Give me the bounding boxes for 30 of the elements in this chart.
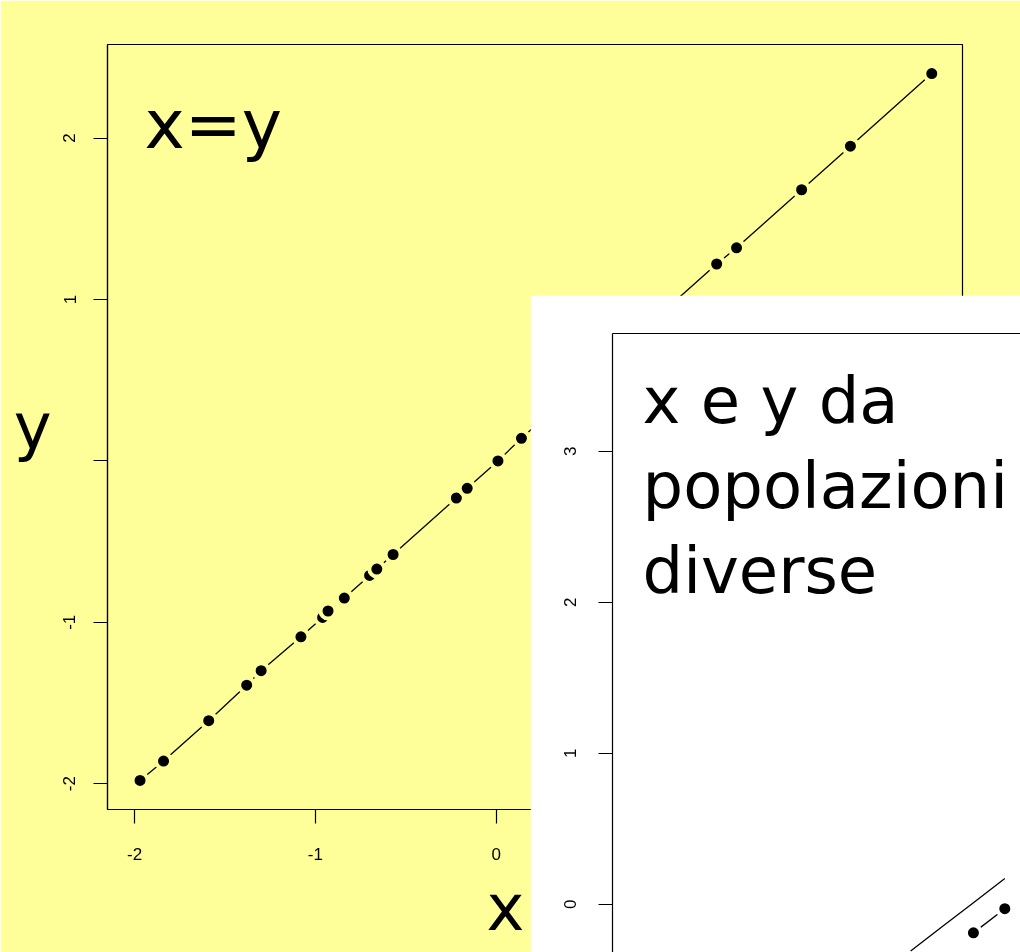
x-tick-label: -2	[127, 844, 143, 864]
annotation: x e y da popolazioni diverse	[642, 363, 1008, 608]
annotation: x=y	[144, 85, 282, 164]
point	[291, 627, 311, 647]
x-tick-label: -1	[307, 844, 323, 864]
y-tick-label: 0	[561, 899, 581, 909]
point	[727, 238, 747, 258]
point	[383, 545, 403, 564]
point	[488, 451, 508, 471]
y-tick-label: -2	[60, 776, 80, 792]
y-tick-label: 3	[561, 446, 581, 456]
point	[154, 751, 174, 771]
point	[792, 180, 812, 200]
point	[237, 675, 257, 695]
y-tick-label: 2	[60, 133, 80, 143]
y-tick-label: 1	[561, 748, 581, 758]
y-axis-title: y	[13, 390, 52, 464]
line-series	[910, 877, 1006, 952]
y-tick-label: 1	[60, 294, 80, 305]
point	[707, 254, 727, 274]
point	[251, 661, 271, 681]
point	[199, 711, 219, 731]
point	[457, 478, 477, 498]
point	[511, 428, 531, 448]
y-tick-label: -1	[60, 614, 80, 630]
x-tick-label: 0	[491, 844, 501, 864]
point	[840, 136, 860, 156]
point	[367, 559, 387, 579]
x-axis-title: x	[486, 870, 525, 945]
y-tick-label: 2	[561, 597, 581, 607]
